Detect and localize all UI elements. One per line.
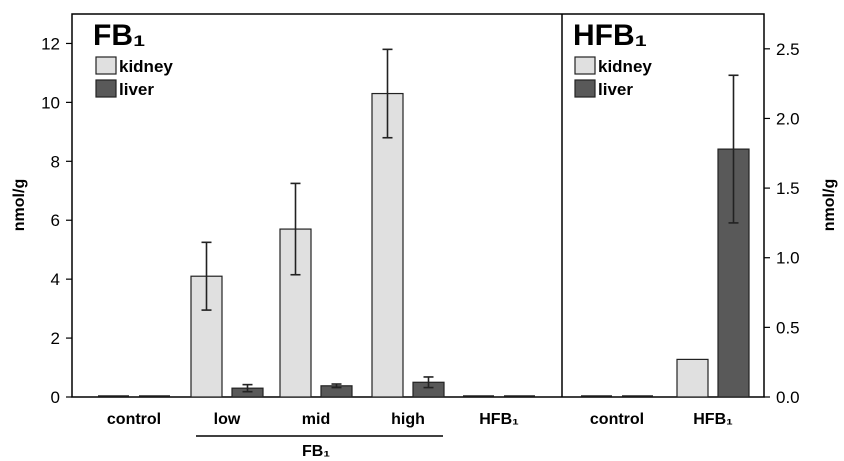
right-y-tick-label: 2.0: [776, 109, 800, 128]
legend-label-liver: liver: [598, 80, 633, 99]
right-y-tick-label: 0.5: [776, 318, 800, 337]
left-legend: kidney liver: [95, 56, 173, 99]
right-y-axis: 0.0 0.5 1.0 1.5 2.0 2.5: [764, 40, 800, 407]
legend-swatch-kidney: [95, 56, 117, 75]
legend-label-kidney: kidney: [119, 57, 173, 76]
left-y-tick-label: 4: [51, 270, 60, 289]
bars-layer: [98, 48, 750, 398]
category-label: control: [590, 411, 644, 428]
category-label: HFB₁: [693, 411, 733, 428]
right-y-tick-label: 1.5: [776, 179, 800, 198]
left-panel-title: FB₁: [93, 19, 145, 52]
legend-swatch-liver: [574, 79, 596, 98]
left-y-axis-title: nmol/g: [11, 179, 28, 231]
category-label: high: [391, 411, 425, 428]
left-y-axis: 0 2 4 6 8 10 12: [41, 34, 72, 407]
category-label: mid: [302, 411, 330, 428]
bar-kidney: [190, 275, 223, 398]
right-y-tick-label: 2.5: [776, 40, 800, 59]
left-y-tick-label: 8: [51, 152, 60, 171]
left-y-tick-label: 12: [41, 34, 60, 53]
category-label: control: [107, 411, 161, 428]
left-y-tick-label: 6: [51, 211, 60, 230]
legend-swatch-kidney: [574, 56, 596, 75]
category-label: low: [214, 411, 241, 428]
legend-label-liver: liver: [119, 80, 154, 99]
right-panel-title: HFB₁: [573, 19, 647, 52]
left-y-tick-label: 10: [41, 93, 60, 112]
category-labels: control low mid high HFB₁ control HFB₁: [107, 411, 733, 428]
category-label: HFB₁: [479, 411, 519, 428]
legend-swatch-liver: [95, 79, 117, 98]
right-y-tick-label: 1.0: [776, 249, 800, 268]
plot-frame: [71, 13, 765, 398]
left-y-tick-label: 2: [51, 329, 60, 348]
bar-kidney: [371, 92, 404, 398]
right-y-tick-label: 0.0: [776, 388, 800, 407]
right-legend: kidney liver: [574, 56, 652, 99]
legend-label-kidney: kidney: [598, 57, 652, 76]
bar-kidney: [676, 358, 709, 398]
left-y-tick-label: 0: [51, 388, 60, 407]
right-y-axis-title: nmol/g: [821, 179, 838, 231]
group-bracket-label: FB₁: [302, 443, 330, 460]
